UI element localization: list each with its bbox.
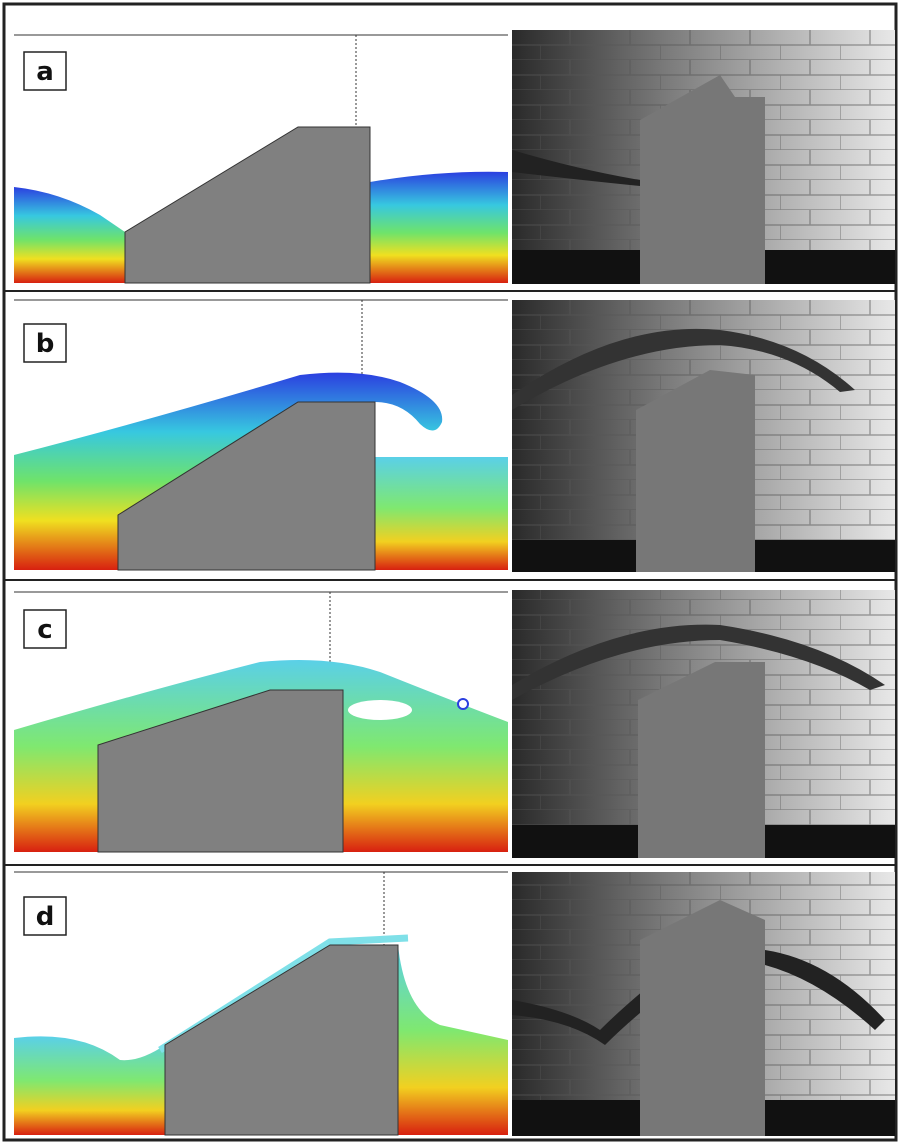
photo-obstacle <box>640 900 765 1136</box>
vortex <box>458 699 468 709</box>
photo-obstacle <box>638 662 765 858</box>
panel-label: a <box>36 57 54 87</box>
air-cavity <box>348 700 412 720</box>
panel-label: d <box>36 902 55 932</box>
panel-label: b <box>36 329 55 359</box>
figure: a b c <box>0 0 901 1144</box>
water <box>375 457 508 570</box>
panel-label: c <box>37 615 52 645</box>
page: a b c <box>0 0 901 1144</box>
water <box>370 172 508 283</box>
